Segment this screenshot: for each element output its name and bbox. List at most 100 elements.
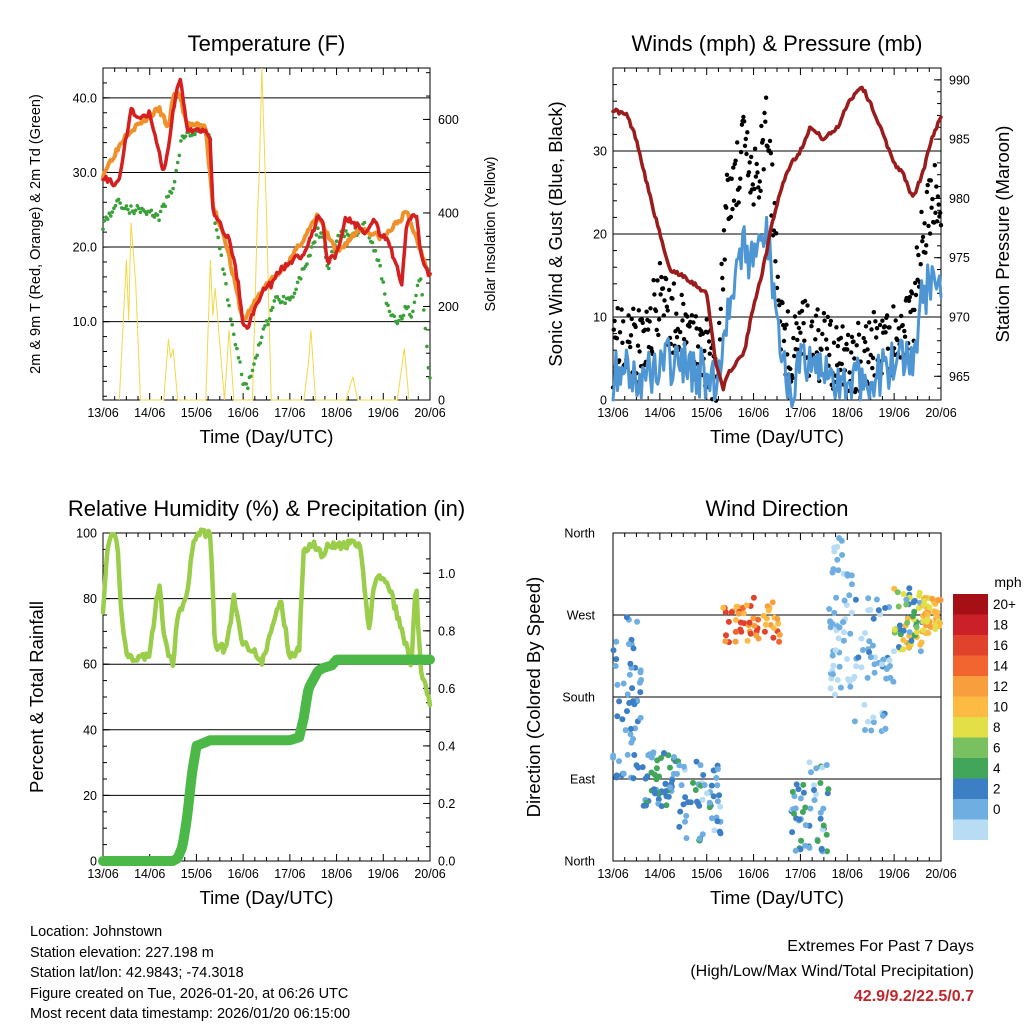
direction-dot (840, 619, 846, 626)
direction-dot (813, 765, 820, 772)
direction-dot (880, 712, 886, 719)
plot-frame (102, 532, 431, 862)
colorbar-label: 18 (993, 618, 1008, 633)
gust-dot (717, 337, 723, 342)
direction-dot (923, 618, 930, 625)
dewpoint-dot (387, 309, 392, 314)
gust-dot (614, 336, 620, 341)
dewpoint-dot (158, 209, 163, 214)
gust-dot (706, 339, 712, 344)
y-tick-label: 0 (90, 855, 97, 869)
direction-dot (917, 648, 924, 655)
dewpoint-dot (169, 191, 174, 195)
dewpoint-dot (129, 204, 133, 208)
direction-dot (833, 594, 840, 601)
gust-dot (746, 170, 752, 175)
dewpoint-dot (113, 203, 118, 208)
direction-dot (626, 671, 633, 678)
gust-dot (929, 205, 934, 210)
dewpoint-dot (295, 280, 300, 285)
gust-dot (745, 130, 750, 135)
panel-wind-direction: 13/06 14/06 15/06 16/06 17/06 18/06 19/06 20/06… (523, 496, 957, 908)
gust-dot (742, 119, 747, 124)
gust-dot (759, 123, 764, 129)
y2-tick-label: 0.4 (438, 739, 455, 753)
direction-dot (627, 725, 634, 732)
direction-dot (610, 752, 617, 759)
dewpoint-dot (155, 213, 160, 217)
direction-dot (633, 762, 640, 769)
dewpoint-dot (266, 322, 270, 327)
dewpoint-dot (250, 368, 255, 373)
dewpoint-dot (246, 386, 250, 391)
colorbar-label: 12 (993, 679, 1008, 694)
gust-dot (874, 335, 879, 340)
dewpoint-dot (280, 300, 284, 304)
gust-dot (757, 179, 762, 184)
gust-dot (920, 234, 926, 240)
gust-dot (782, 326, 787, 331)
direction-dot (802, 804, 809, 811)
direction-dot (613, 774, 620, 781)
direction-dot (774, 615, 781, 622)
x-tick-label: 18/06 (832, 867, 863, 881)
extremes-values: 42.9/9.2/22.5/0.7 (853, 988, 974, 1005)
gust-dot (870, 365, 875, 371)
dewpoint-dot (418, 277, 423, 281)
direction-dot (683, 812, 690, 819)
gust-dot (845, 332, 851, 338)
station-location: Location: Johnstown (30, 924, 163, 940)
gust-dot (934, 184, 939, 189)
gust-dot (763, 95, 769, 100)
dewpoint-dot (152, 215, 157, 219)
direction-dot (744, 637, 751, 644)
gust-dot (617, 330, 623, 335)
direction-dot (830, 662, 837, 669)
dewpoint-dot (283, 301, 288, 306)
gust-dot (938, 210, 943, 215)
gust-dot (729, 176, 734, 181)
dewpoint-dot (376, 258, 381, 263)
direction-dot (932, 626, 939, 632)
gust-dot (615, 306, 620, 311)
gust-dot (627, 340, 632, 345)
direction-dot (637, 714, 644, 721)
dewpoint-dot (157, 218, 161, 222)
dewpoint-dot (291, 295, 295, 299)
y2-tick-label: 965 (949, 370, 970, 384)
gust-dot (737, 185, 742, 190)
dewpoint-dot (378, 263, 383, 268)
direction-dot (775, 620, 782, 627)
gust-dot (665, 308, 670, 313)
direction-dot (831, 691, 838, 698)
direction-dot (655, 796, 662, 803)
colorbar-swatch (953, 737, 988, 758)
humidity-line (100, 527, 433, 708)
direction-dot (867, 654, 874, 661)
direction-dot (818, 845, 825, 852)
direction-dot (834, 677, 841, 683)
gust-dot (934, 219, 940, 224)
gust-dot (648, 306, 653, 311)
direction-dot (627, 660, 634, 667)
x-axis-label: Time (Day/UTC) (710, 887, 844, 908)
direction-dot (916, 589, 923, 596)
gust-dot (680, 318, 685, 323)
direction-dot (663, 793, 670, 800)
direction-dot (800, 781, 807, 788)
gust-dot (899, 313, 904, 319)
dewpoint-dot (383, 292, 387, 296)
gust-dot (693, 314, 698, 319)
chart-title: Temperature (F) (188, 31, 346, 56)
direction-dot (834, 556, 841, 563)
colorbar-swatch (953, 635, 988, 656)
direction-dot (851, 718, 858, 725)
direction-dot (896, 622, 903, 629)
gust-dot (912, 307, 917, 313)
direction-dot (699, 796, 706, 803)
gust-dot (744, 151, 749, 157)
gust-dot (674, 311, 679, 316)
dewpoint-dot (137, 206, 141, 211)
direction-dot (762, 621, 769, 628)
direction-dot (634, 618, 641, 625)
